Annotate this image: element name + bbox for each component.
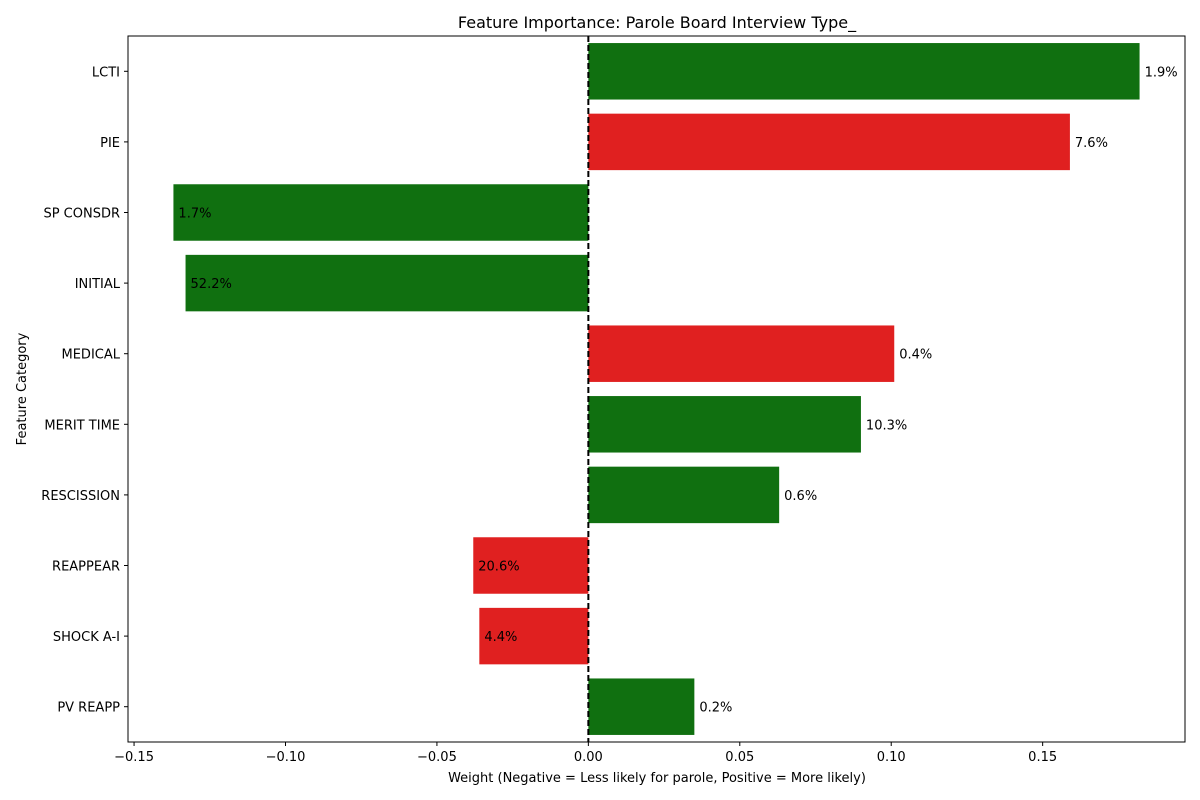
data-label-reappear: 20.6% [478, 560, 519, 575]
x-tick-label: 0.10 [877, 750, 906, 765]
y-tick-label-pv-reapp: PV REAPP [57, 701, 120, 716]
x-tick-label: −0.10 [266, 750, 306, 765]
y-axis-label: Feature Category [15, 332, 30, 445]
x-tick-label: 0.00 [574, 750, 603, 765]
y-tick-label-pie: PIE [100, 136, 120, 151]
bar-medical [588, 325, 895, 382]
data-label-rescission: 0.6% [784, 489, 817, 504]
ticks-layer: LCTI PIE SP CONSDR INITIAL MEDICAL MERIT TIME… [41, 65, 1057, 765]
data-label-shock-a-i: 4.4% [484, 630, 517, 645]
y-tick-label-lcti: LCTI [92, 65, 120, 80]
bar-sp-consdr [173, 184, 589, 241]
bar-lcti [588, 43, 1140, 100]
y-tick-label-shock-a-i: SHOCK A-I [53, 630, 120, 645]
x-tick-label: 0.15 [1028, 750, 1057, 765]
y-tick-label-sp-consdr: SP CONSDR [43, 207, 120, 222]
y-tick-label-merit-time: MERIT TIME [44, 418, 120, 433]
plot-frame [127, 35, 1186, 743]
data-label-pie: 7.6% [1075, 136, 1108, 151]
data-label-sp-consdr: 1.7% [178, 207, 211, 222]
y-tick-label-reappear: REAPPEAR [52, 560, 120, 575]
y-tick-label-rescission: RESCISSION [41, 489, 120, 504]
y-tick-label-medical: MEDICAL [62, 348, 121, 363]
bar-initial [185, 254, 589, 312]
bar-shock-a-i [479, 607, 589, 665]
bar-merit-time [588, 396, 861, 453]
data-label-initial: 52.2% [191, 277, 232, 292]
x-tick-label: −0.05 [417, 750, 457, 765]
data-label-medical: 0.4% [899, 348, 932, 363]
data-label-pv-reapp: 0.2% [699, 701, 732, 716]
data-label-merit-time: 10.3% [866, 418, 907, 433]
x-tick-label: −0.15 [114, 750, 154, 765]
bar-reappear [473, 537, 589, 594]
bar-rescission [588, 466, 780, 524]
bar-pv-reapp [588, 678, 695, 735]
labels-layer: 1.9% 7.6% 1.7% 52.2% 0.4% 10.3% 0.6% 20.6% 4.4% 0… [178, 65, 1177, 715]
data-label-lcti: 1.9% [1145, 65, 1178, 80]
x-tick-label: 0.05 [725, 750, 754, 765]
x-axis-label: Weight (Negative = Less likely for parol… [448, 771, 866, 786]
bar-pie [588, 113, 1070, 171]
y-tick-label-initial: INITIAL [75, 277, 121, 292]
bars-layer [173, 43, 1140, 735]
chart-title: Feature Importance: Parole Board Intervi… [458, 13, 857, 33]
